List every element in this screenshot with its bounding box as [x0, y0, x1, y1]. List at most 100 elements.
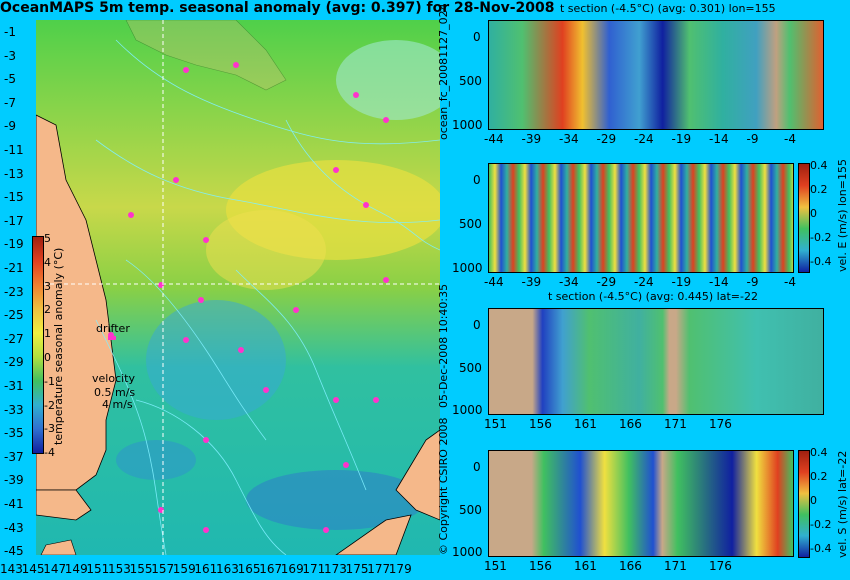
- panel-1-x-label: -19: [671, 132, 692, 146]
- panel-3-x-label: 161: [574, 417, 597, 431]
- lat-tick-label: -15: [4, 190, 24, 205]
- lat-tick-label: -31: [4, 379, 24, 393]
- lat-tick-label: -19: [4, 237, 24, 252]
- lat-tick-label: -7: [4, 95, 16, 110]
- map-colorbar-label: temperature seasonal anomaly (°C): [52, 247, 65, 445]
- section-panel-2[interactable]: [488, 163, 794, 273]
- panel-4-depth-label: 1000: [452, 545, 483, 559]
- panel-4-x-label: 166: [619, 559, 642, 573]
- lon-tick-label: 155: [129, 562, 153, 576]
- panel-2-x-label: -39: [521, 275, 542, 289]
- panel-4-depth-label: 500: [459, 502, 482, 517]
- panel-1-depth-label: 500: [459, 74, 482, 88]
- panel-2-x-label: -4: [784, 275, 796, 289]
- colorbar-tick-label: 0: [44, 351, 51, 364]
- panel-3-depth-label: 0: [473, 318, 481, 332]
- panel-2-x-label: -24: [634, 275, 654, 289]
- panel-4-colorbar-tick: 0: [810, 494, 817, 507]
- panel-2-colorbar-label: vel. E (m/s) lon=155: [836, 159, 849, 272]
- panel-1-depth-label: 1000: [452, 118, 483, 132]
- lat-tick-label: -13: [4, 166, 24, 181]
- colorbar-tick-label: -1: [44, 374, 55, 388]
- panel-2-colorbar-tick: 0: [810, 207, 817, 220]
- lat-tick-label: -23: [4, 284, 24, 299]
- lat-tick-label: -41: [4, 497, 24, 511]
- lon-tick-label: 145: [21, 562, 45, 576]
- panel-2-colorbar: [798, 163, 810, 273]
- lon-tick-label: 171: [302, 562, 326, 576]
- panel-4-x-label: 161: [574, 559, 597, 573]
- panel-2-colorbar-tick: -0.2: [810, 231, 832, 244]
- generation-date: 05-Dec-2008 10:40:35: [437, 283, 450, 408]
- section-panel-3[interactable]: [488, 308, 824, 415]
- anomaly-map[interactable]: [36, 20, 440, 555]
- panel-1-x-label: -34: [559, 132, 579, 146]
- lon-tick-label: 179: [388, 562, 412, 576]
- panel-4-x-label: 171: [664, 559, 687, 573]
- lat-tick-label: -1: [4, 25, 16, 39]
- panel-4-colorbar-tick: 0.2: [810, 470, 828, 483]
- panel-1-x-label: -4: [784, 132, 796, 146]
- lon-tick-label: 161: [194, 562, 218, 576]
- forecast-id: ocean_fc_20081127_024: [437, 3, 450, 140]
- lat-tick-label: -11: [4, 143, 24, 157]
- velocity-legend-label: velocity: [92, 372, 135, 385]
- lon-tick-label: 177: [367, 562, 391, 576]
- panel-2-depth-label: 1000: [452, 261, 483, 275]
- drifter-legend-label: drifter: [96, 322, 130, 335]
- lat-tick-label: -33: [4, 402, 24, 417]
- lon-tick-label: 151: [86, 562, 110, 576]
- lon-tick-label: 175: [345, 562, 369, 576]
- panel-2-x-label: -44: [484, 275, 504, 289]
- lat-tick-label: -35: [4, 426, 24, 441]
- panel-4-colorbar-tick: -0.2: [810, 518, 832, 531]
- panel-1-title: t section (-4.5°C) (avg: 0.301) lon=155: [560, 2, 776, 15]
- panel-4-colorbar: [798, 450, 810, 558]
- panel-2-x-label: -29: [596, 275, 617, 289]
- panel-2-x-label: -14: [709, 275, 729, 289]
- copyright-text: © Copyright CSIRO 2008: [437, 417, 450, 555]
- lon-tick-label: 159: [172, 562, 196, 576]
- panel-3-depth-label: 500: [459, 360, 482, 375]
- colorbar-tick-label: 1: [44, 327, 51, 341]
- panel-2-colorbar-tick: 0.4: [810, 159, 828, 172]
- lat-tick-label: -29: [4, 355, 24, 370]
- lat-tick-label: -43: [4, 520, 24, 535]
- lon-tick-label: 165: [237, 562, 261, 576]
- panel-1-x-label: -24: [634, 132, 654, 146]
- panel-3-title: t section (-4.5°C) (avg: 0.445) lat=-22: [548, 290, 758, 303]
- lon-tick-label: 169: [280, 562, 304, 576]
- colorbar-tick-label: -3: [44, 422, 55, 436]
- panel-2-colorbar-tick: 0.2: [810, 183, 828, 196]
- section-panel-1[interactable]: [488, 20, 824, 130]
- panel-3-x-label: 151: [484, 417, 507, 431]
- panel-1-x-label: -29: [596, 132, 617, 146]
- colorbar-tick-label: 5: [44, 232, 51, 245]
- drifter-legend-mark: [108, 336, 116, 340]
- lon-tick-label: 157: [151, 562, 175, 576]
- panel-3-x-label: 171: [664, 417, 687, 431]
- panel-2-depth-label: 0: [473, 173, 481, 187]
- page-title: OceanMAPS 5m temp. seasonal anomaly (avg…: [0, 0, 555, 16]
- section-panel-4[interactable]: [488, 450, 794, 557]
- panel-3-depth-label: 1000: [452, 403, 483, 417]
- lon-tick-label: 153: [108, 562, 131, 576]
- panel-2-colorbar-tick: -0.4: [810, 255, 832, 268]
- lat-tick-label: -45: [4, 544, 24, 559]
- lon-tick-label: 147: [43, 562, 67, 576]
- velocity-legend-value2: 4 m/s: [102, 398, 133, 411]
- panel-2-x-label: -19: [671, 275, 692, 289]
- panel-1-x-label: -9: [746, 132, 759, 146]
- panel-1-x-label: -44: [484, 132, 504, 146]
- map-colorbar: [32, 236, 44, 454]
- lat-tick-label: -37: [4, 449, 24, 464]
- lat-tick-label: -17: [4, 213, 24, 228]
- panel-1-x-label: -39: [521, 132, 542, 146]
- colorbar-tick-label: -4: [44, 446, 55, 460]
- panel-2-depth-label: 500: [459, 217, 482, 231]
- panel-4-colorbar-tick: -0.4: [810, 542, 832, 555]
- lon-tick-label: 163: [216, 562, 239, 576]
- panel-4-x-label: 151: [484, 559, 507, 573]
- colorbar-tick-label: 4: [44, 255, 51, 269]
- lon-tick-label: 173: [324, 562, 347, 576]
